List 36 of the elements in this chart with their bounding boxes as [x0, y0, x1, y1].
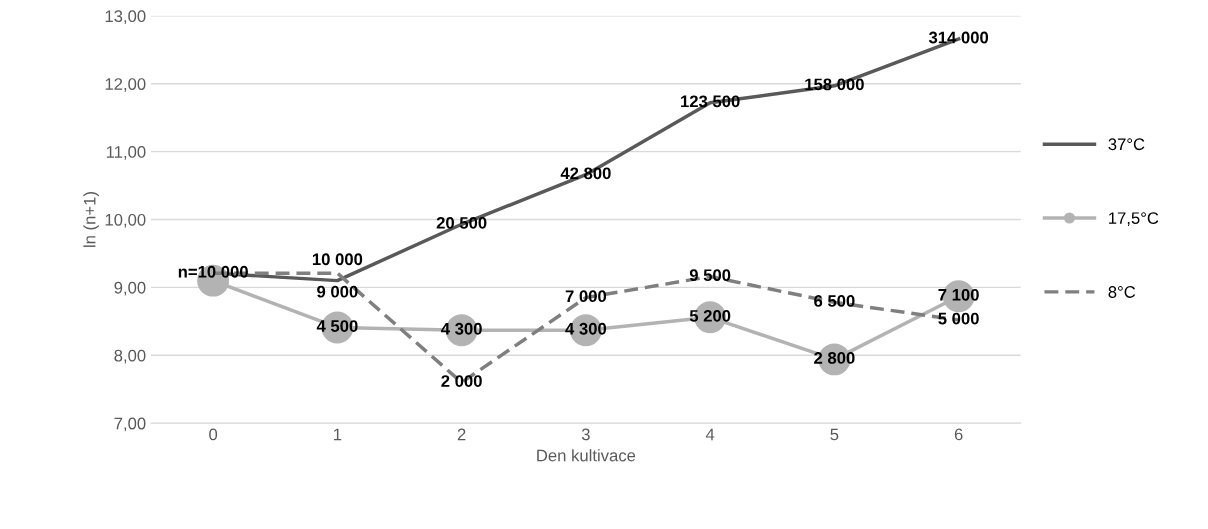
y-tick-label: 9,00	[114, 281, 146, 296]
annotation: 7 100	[938, 288, 979, 301]
x-tick-label: 0	[209, 428, 218, 441]
annotation: 2 800	[814, 352, 855, 364]
annotation: 123 500	[681, 95, 740, 108]
y-tick-label: 12,00	[105, 78, 146, 92]
x-tick-label: 6	[954, 428, 963, 441]
annotation: 4 300	[565, 322, 607, 335]
annotation: 20 500	[436, 216, 487, 229]
legend-label: 37°C	[1108, 138, 1145, 151]
legend-label: 17,5°C	[1109, 212, 1159, 226]
y-tick-label: 10,00	[105, 213, 146, 228]
x-tick-label: 1	[334, 428, 342, 441]
x-tick-label: 3	[581, 428, 590, 441]
y-tick-label: 8,00	[114, 349, 146, 364]
annotation: 7 000	[565, 290, 607, 303]
x-tick-label: 4	[705, 428, 715, 441]
annotation: 9 500	[689, 269, 731, 282]
x-tick-label: 2	[457, 428, 466, 441]
annotation: 5 000	[938, 312, 979, 325]
y-axis-title: ln (n+1)	[83, 192, 99, 247]
annotation: 5 200	[689, 309, 731, 322]
annotation: n=10 000	[178, 265, 248, 278]
annotation: 314 000	[928, 31, 989, 44]
x-tick-label: 5	[830, 428, 839, 441]
annotation: 4 500	[316, 320, 358, 332]
x-axis-title: Den kultivace	[537, 449, 636, 462]
y-tick-label: 11,00	[106, 146, 146, 160]
annotation: 9 000	[317, 285, 358, 298]
y-tick-label: 13,00	[105, 10, 146, 25]
annotation: 10 000	[312, 253, 363, 266]
annotation: 6 500	[814, 295, 855, 307]
annotation: 4 300	[441, 322, 482, 335]
legend-label: 8°C	[1108, 286, 1136, 298]
annotation: 2 000	[441, 375, 482, 387]
y-tick-label: 7,00	[114, 417, 146, 432]
